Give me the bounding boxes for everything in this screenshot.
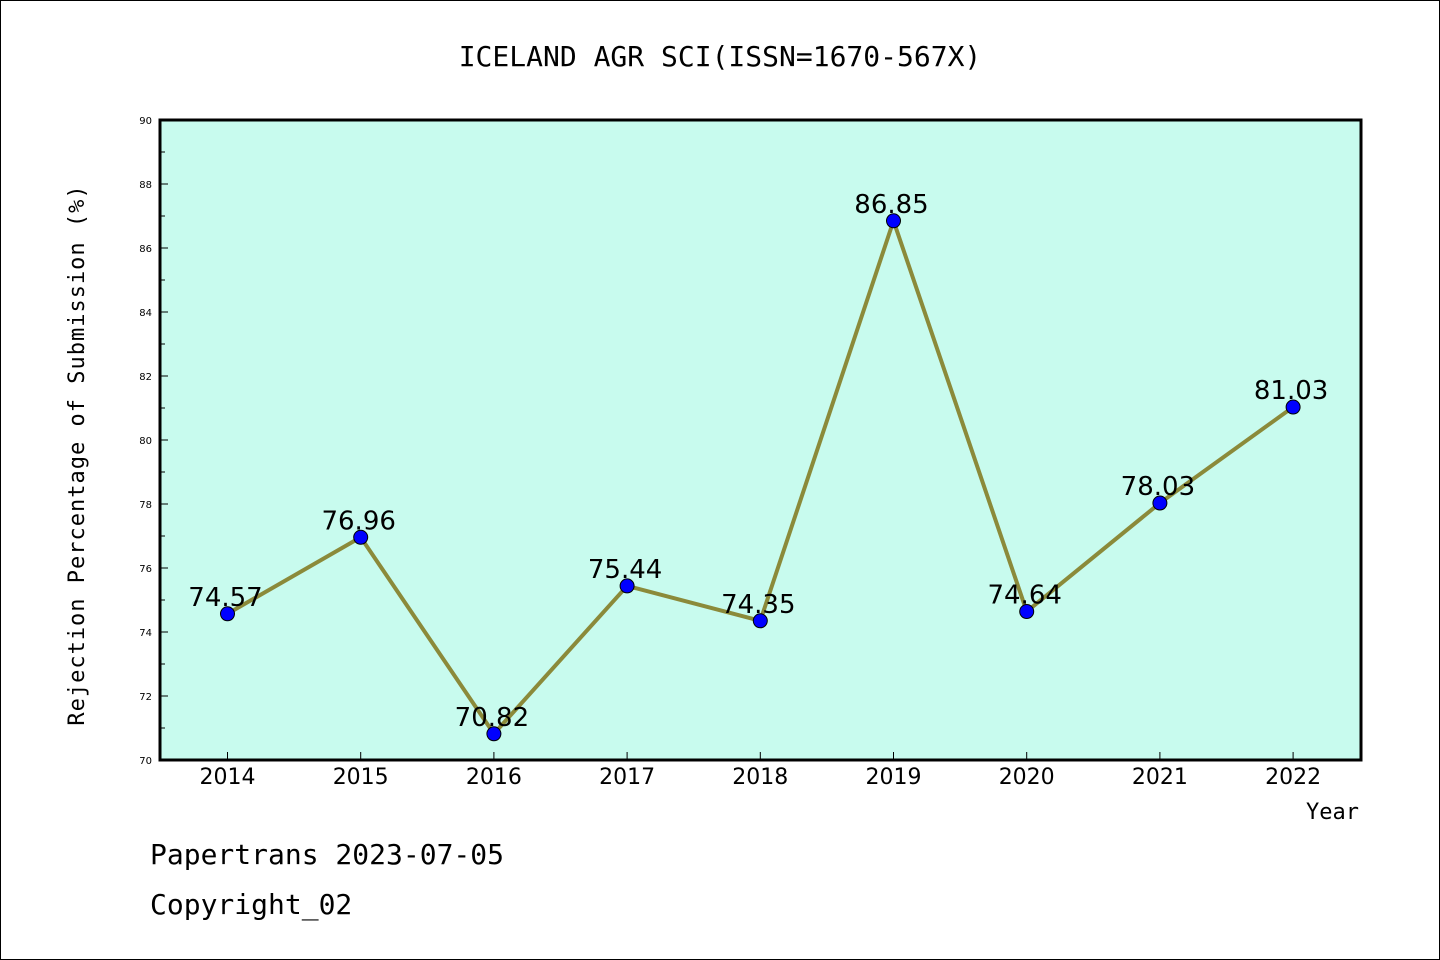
y-tick-label: 80 bbox=[139, 436, 152, 447]
y-axis: 70 72 74 76 78 80 82 84 86 88 90 bbox=[139, 116, 168, 767]
data-label: 70.82 bbox=[455, 703, 529, 733]
y-tick-label: 84 bbox=[139, 308, 152, 319]
data-point bbox=[1019, 604, 1035, 620]
series-line-group bbox=[220, 213, 1301, 742]
y-tick-label: 78 bbox=[139, 500, 152, 511]
footer-copyright: Copyright_02 bbox=[150, 888, 352, 922]
x-tick-label: 2020 bbox=[999, 765, 1055, 790]
y-tick-label: 76 bbox=[139, 564, 152, 575]
data-label: 81.03 bbox=[1254, 376, 1328, 406]
data-point bbox=[752, 613, 768, 629]
x-tick-label: 2017 bbox=[599, 765, 655, 790]
y-tick-label: 74 bbox=[139, 628, 152, 639]
x-tick-label: 2022 bbox=[1265, 765, 1321, 790]
y-axis-label: Rejection Percentage of Submission (%) bbox=[65, 184, 90, 725]
data-label: 74.64 bbox=[987, 581, 1061, 611]
data-point bbox=[220, 606, 235, 622]
data-point bbox=[619, 578, 635, 594]
data-label: 74.35 bbox=[721, 590, 795, 620]
data-label: 75.44 bbox=[588, 555, 662, 585]
x-axis: 2014 2015 2016 2017 2018 2019 2020 2021 2022 bbox=[200, 752, 1321, 790]
plot-area bbox=[158, 118, 1363, 762]
footer-source: Papertrans 2023-07-05 bbox=[150, 838, 504, 871]
x-tick-label: 2016 bbox=[466, 765, 522, 790]
x-tick-label: 2015 bbox=[333, 765, 389, 790]
data-label: 74.57 bbox=[188, 583, 262, 613]
data-label-group: 74.57 76.96 70.82 75.44 74.35 86.85 74.64 78.03… bbox=[188, 190, 1328, 733]
chart-title: ICELAND AGR SCI(ISSN=1670-567X) bbox=[459, 40, 982, 73]
x-axis-label: Year bbox=[1306, 800, 1359, 825]
data-label: 78.03 bbox=[1121, 472, 1195, 502]
data-point bbox=[486, 726, 502, 742]
y-tick-label: 86 bbox=[139, 244, 152, 255]
y-tick-label: 90 bbox=[139, 116, 152, 127]
data-point bbox=[353, 529, 369, 545]
data-label: 76.96 bbox=[321, 506, 395, 536]
x-tick-label: 2018 bbox=[732, 765, 788, 790]
data-label: 86.85 bbox=[854, 190, 928, 220]
y-tick-label: 70 bbox=[139, 756, 152, 767]
data-point bbox=[1285, 399, 1301, 415]
y-tick-label: 88 bbox=[139, 180, 152, 191]
data-point bbox=[1152, 495, 1168, 511]
x-tick-label: 2014 bbox=[200, 765, 256, 790]
x-tick-label: 2021 bbox=[1132, 765, 1188, 790]
x-tick-label: 2019 bbox=[866, 765, 922, 790]
y-tick-label: 82 bbox=[139, 372, 152, 383]
data-point bbox=[886, 213, 901, 229]
y-tick-label: 72 bbox=[139, 692, 152, 703]
